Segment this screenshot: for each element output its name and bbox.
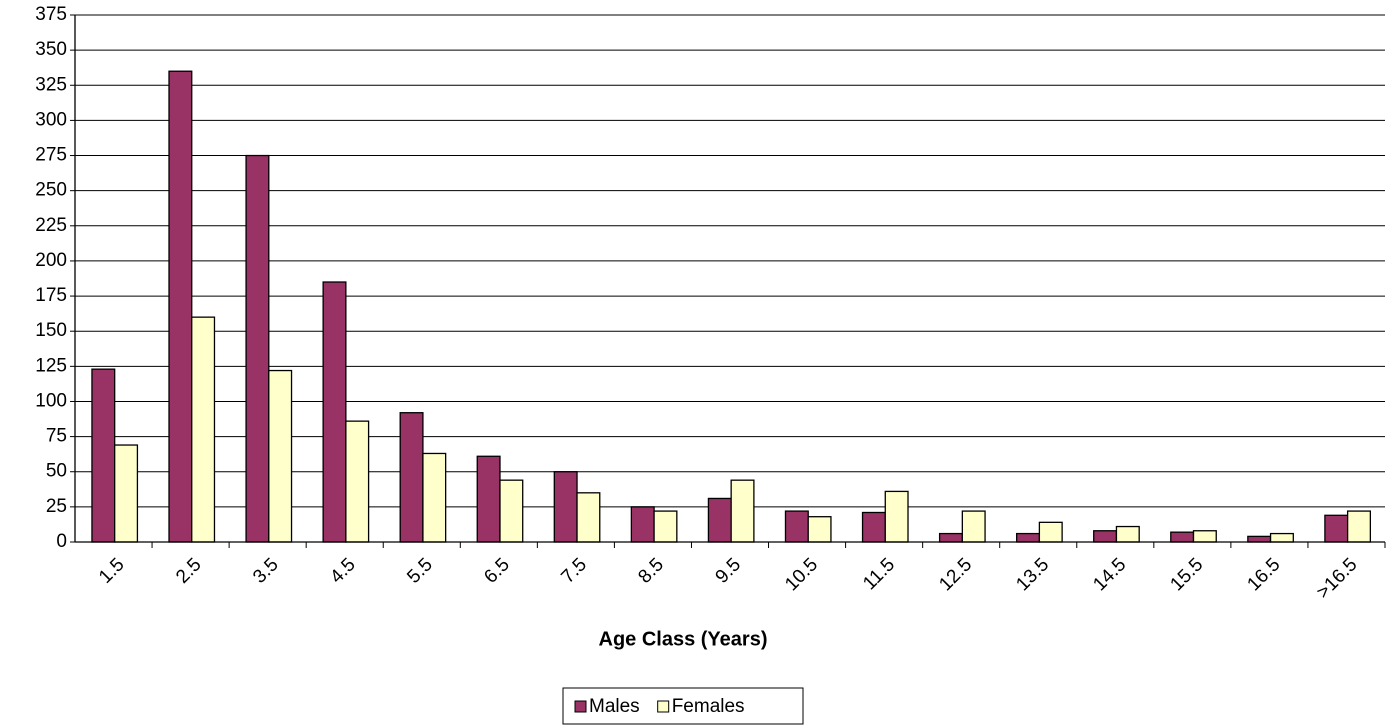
bar xyxy=(91,368,116,543)
bar xyxy=(938,532,963,543)
x-tick-label: 3.5 xyxy=(249,554,283,588)
bar xyxy=(1038,521,1063,543)
bar xyxy=(961,510,986,543)
y-tick-label: 325 xyxy=(35,74,67,95)
bar xyxy=(653,510,678,543)
y-tick-label: 300 xyxy=(35,109,67,130)
bar xyxy=(1324,514,1349,543)
bar xyxy=(114,444,139,543)
bar xyxy=(784,510,809,543)
bar xyxy=(191,316,216,543)
legend-label: Females xyxy=(672,696,745,717)
y-tick-label: 200 xyxy=(35,250,67,271)
x-tick-label: 10.5 xyxy=(781,554,822,595)
bar xyxy=(1170,531,1195,543)
legend-swatch xyxy=(657,700,670,713)
x-tick-label: 11.5 xyxy=(859,554,899,594)
x-tick-label: >16.5 xyxy=(1313,554,1362,603)
x-axis-label: Age Class (Years) xyxy=(599,628,768,650)
y-tick-label: 275 xyxy=(35,145,67,166)
x-tick-label: 5.5 xyxy=(403,554,437,588)
bar xyxy=(861,511,886,543)
bar xyxy=(422,452,447,543)
y-tick-label: 125 xyxy=(35,355,67,376)
bar xyxy=(1192,530,1217,543)
bar xyxy=(730,479,755,543)
bar xyxy=(1093,530,1118,543)
bar xyxy=(553,471,578,543)
y-tick-label: 375 xyxy=(35,4,67,25)
x-tick-label: 6.5 xyxy=(480,554,514,588)
y-tick-label: 175 xyxy=(35,285,67,306)
x-tick-label: 15.5 xyxy=(1166,554,1207,595)
y-tick-label: 0 xyxy=(56,531,67,552)
legend-label: Males xyxy=(589,696,640,717)
bar xyxy=(322,281,347,543)
bar xyxy=(168,70,193,543)
y-tick-label: 350 xyxy=(35,39,67,60)
bar xyxy=(268,369,293,543)
y-tick-label: 25 xyxy=(46,496,67,517)
bar xyxy=(807,516,832,543)
x-tick-label: 2.5 xyxy=(172,554,206,588)
x-tick-label: 7.5 xyxy=(557,554,591,588)
x-tick-label: 12.5 xyxy=(935,554,976,595)
bar xyxy=(345,420,370,543)
bar xyxy=(476,455,501,543)
x-tick-label: 9.5 xyxy=(712,554,746,588)
bar xyxy=(1269,532,1294,543)
bar xyxy=(499,479,524,543)
bar xyxy=(707,497,732,543)
bar xyxy=(1016,532,1041,543)
bar xyxy=(884,490,909,543)
bar xyxy=(630,506,655,543)
y-tick-label: 225 xyxy=(35,215,67,236)
legend-swatch xyxy=(574,700,587,713)
y-tick-label: 250 xyxy=(35,180,67,201)
x-tick-label: 4.5 xyxy=(326,554,360,588)
x-tick-label: 16.5 xyxy=(1243,554,1284,595)
y-tick-label: 150 xyxy=(35,320,67,341)
x-tick-label: 14.5 xyxy=(1089,554,1130,595)
bar xyxy=(399,412,424,543)
y-tick-label: 75 xyxy=(46,426,67,447)
bar xyxy=(245,154,270,543)
bar xyxy=(1115,525,1140,543)
bar xyxy=(576,492,601,543)
y-tick-label: 100 xyxy=(35,390,67,411)
y-tick-label: 50 xyxy=(46,461,67,482)
x-tick-label: 13.5 xyxy=(1012,554,1053,595)
legend-box xyxy=(562,687,804,725)
x-tick-label: 8.5 xyxy=(634,554,668,588)
bar xyxy=(1346,510,1372,543)
bar xyxy=(1247,535,1272,543)
x-tick-label: 1.5 xyxy=(95,554,129,588)
